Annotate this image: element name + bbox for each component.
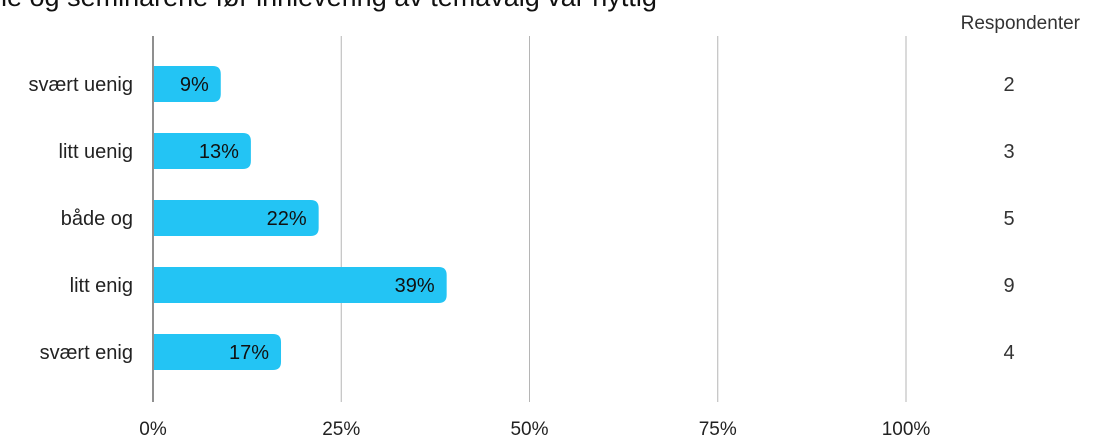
bar-1 — [153, 133, 251, 169]
bar-3 — [153, 267, 447, 303]
respondents-header: Respondenter — [961, 13, 1081, 34]
gridlines — [340, 36, 907, 402]
x-tick-label: 100% — [882, 419, 931, 440]
x-tick-label: 75% — [699, 419, 737, 440]
category-label: både og — [61, 208, 133, 230]
chart-title: ne og seminarene før innlevering av tema… — [0, 0, 657, 12]
category-label: svært enig — [40, 342, 133, 364]
x-tick-labels: 0% 25% 50% 75% 100% — [139, 419, 930, 440]
respondent-count: 4 — [1003, 342, 1014, 364]
respondent-count: 3 — [1003, 141, 1014, 163]
respondent-count: 9 — [1003, 275, 1014, 297]
category-label: litt enig — [70, 275, 133, 297]
bar-value-label: 9% — [180, 74, 209, 96]
category-labels: svært uenig litt uenig både og litt enig svæ… — [29, 74, 134, 364]
category-label: litt uenig — [59, 141, 134, 163]
bar-0 — [153, 66, 221, 102]
respondent-count: 2 — [1003, 74, 1014, 96]
x-tick-label: 50% — [510, 419, 548, 440]
x-tick-label: 0% — [139, 419, 167, 440]
x-tick-label: 25% — [322, 419, 360, 440]
bar-value-label: 22% — [267, 208, 307, 230]
bar-value-label: 13% — [199, 141, 239, 163]
value-labels: 9% 13% 22% 39% 17% — [180, 74, 435, 364]
bar-4 — [153, 334, 282, 370]
bar-2 — [153, 200, 319, 236]
respondent-counts: 2 3 5 9 4 — [1003, 74, 1014, 364]
category-label: svært uenig — [29, 74, 134, 96]
respondent-count: 5 — [1003, 208, 1014, 230]
bar-value-label: 17% — [229, 342, 269, 364]
bars — [153, 66, 447, 370]
bar-value-label: 39% — [395, 275, 435, 297]
